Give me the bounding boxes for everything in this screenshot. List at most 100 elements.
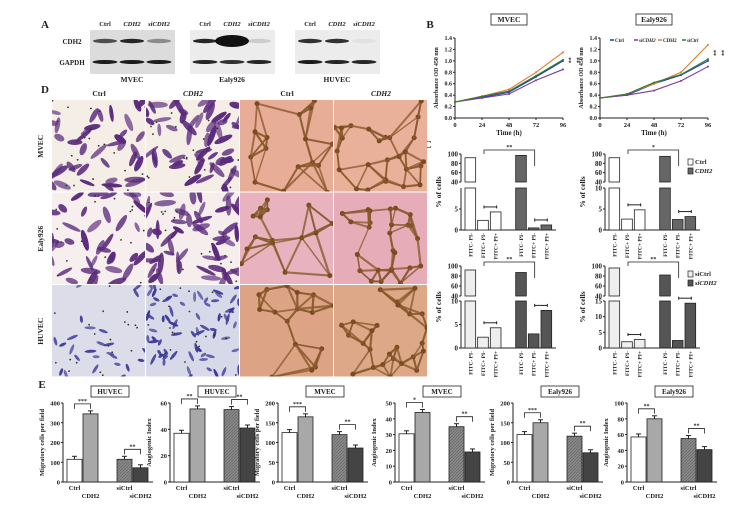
stained-cell xyxy=(54,117,61,134)
tube-segment xyxy=(350,124,369,131)
membrane-pore xyxy=(80,240,83,243)
significance-mark: ** xyxy=(650,257,656,263)
stained-cell xyxy=(54,133,65,142)
data-point xyxy=(653,81,655,84)
y-tick-label: 1.2 xyxy=(445,47,453,53)
stained-cell xyxy=(168,321,179,327)
tube-segment xyxy=(286,320,297,345)
stained-cell xyxy=(148,285,154,290)
cell-cluster xyxy=(421,159,427,165)
stained-cell xyxy=(69,344,75,355)
stained-cell xyxy=(79,179,95,187)
tube-segment xyxy=(390,252,396,271)
data-point xyxy=(680,73,682,76)
stained-cell xyxy=(171,332,183,336)
micrograph-ealy926-migration-cdh2 xyxy=(146,192,239,284)
significance-mark: ** xyxy=(710,50,716,56)
chart-title: Ealy926 xyxy=(662,388,687,396)
membrane-pore xyxy=(235,280,238,283)
y-axis-label: Migratory cells per field xyxy=(39,409,46,477)
membrane-pore xyxy=(188,176,191,178)
bar-sicdh2 xyxy=(132,467,149,483)
data-point xyxy=(508,90,510,93)
bar-sicdh2 xyxy=(582,452,599,483)
membrane-pore xyxy=(210,243,213,245)
bar-cdh2 xyxy=(297,416,314,483)
stained-cell xyxy=(130,143,141,160)
stained-cell xyxy=(196,290,204,300)
y-tick-label: 200 xyxy=(50,440,60,447)
tube-segment xyxy=(362,330,373,344)
cell-cluster xyxy=(424,325,427,331)
micrograph-content xyxy=(334,100,427,192)
membrane-pore xyxy=(89,278,92,281)
cell-cluster xyxy=(294,290,300,296)
membrane-pore xyxy=(164,229,167,232)
tube-segment xyxy=(389,224,409,234)
gapdh-band xyxy=(351,60,377,64)
lane-label: siCDH2 xyxy=(352,21,375,28)
y-tick-label: 20 xyxy=(161,453,168,460)
gapdh-band xyxy=(324,60,350,64)
y-tick-label: 40 xyxy=(451,293,459,301)
bar-lower xyxy=(608,300,621,349)
legend-swatch xyxy=(687,279,694,287)
membrane-pore xyxy=(171,331,174,334)
cell-cluster xyxy=(366,126,372,132)
tube-segment xyxy=(395,207,411,216)
membrane-pore xyxy=(202,138,205,140)
y-tick-label: 100 xyxy=(614,401,624,408)
tube-segment xyxy=(388,137,400,158)
membrane-pore xyxy=(175,210,178,213)
micrograph-background xyxy=(52,285,145,377)
data-point xyxy=(562,68,564,71)
cell-cluster xyxy=(269,374,275,377)
x-tick-label: FITC+ PI- xyxy=(532,351,538,376)
micrograph-huvec-tube-formation-cdh2 xyxy=(334,285,427,377)
x-tick-label: FITC- PI- xyxy=(468,233,474,257)
tube-segment xyxy=(254,181,284,192)
stained-cell xyxy=(65,277,79,284)
stained-cell xyxy=(188,351,195,362)
stained-cell xyxy=(198,201,206,216)
tube-segment xyxy=(403,184,421,188)
y-axis-label: % of cells xyxy=(434,176,443,207)
stained-cell xyxy=(90,255,98,268)
image-row-label: Ealy926 xyxy=(36,226,45,252)
bar xyxy=(621,341,633,349)
membrane-pore xyxy=(169,348,172,351)
bar-cdh2 xyxy=(82,413,99,483)
membrane-pore xyxy=(67,106,69,109)
micrograph-content xyxy=(146,285,239,377)
data-point xyxy=(680,79,682,82)
cell-cluster xyxy=(244,246,250,252)
bar-lower xyxy=(464,187,477,231)
tube-segment xyxy=(350,220,371,224)
x-axis-label: Time (h) xyxy=(641,129,667,137)
stained-cell xyxy=(52,238,60,244)
stained-cell xyxy=(200,324,210,331)
membrane-pore xyxy=(94,200,96,203)
stained-cell xyxy=(52,165,69,178)
stained-cell xyxy=(142,347,145,355)
cell-cluster xyxy=(418,100,424,104)
significance-bracket xyxy=(231,399,248,405)
membrane-pore xyxy=(204,335,207,338)
stained-cell xyxy=(125,363,130,372)
stained-cell xyxy=(92,364,99,374)
lane-label: CDH2 xyxy=(328,21,346,28)
stained-cell xyxy=(169,154,186,163)
x-tick-label: 24 xyxy=(624,122,631,129)
stained-cell xyxy=(197,100,213,107)
stained-cell xyxy=(178,203,186,220)
tube-segment xyxy=(296,294,315,310)
x-tick-label: Ctrl xyxy=(519,485,531,492)
stained-cell xyxy=(234,224,239,243)
membrane-pore xyxy=(103,143,106,146)
y-axis-label: Absorbance OD 450 nm xyxy=(579,47,585,109)
stained-cell xyxy=(66,161,76,173)
stained-cell xyxy=(157,339,162,346)
series-line-sictrl xyxy=(454,59,564,103)
membrane-pore xyxy=(88,323,90,326)
membrane-pore xyxy=(130,241,132,244)
